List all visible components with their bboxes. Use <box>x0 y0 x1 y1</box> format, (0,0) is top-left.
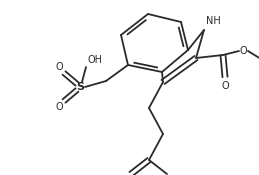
Text: NH: NH <box>206 16 221 26</box>
Text: O: O <box>239 46 247 56</box>
Text: S: S <box>76 82 84 92</box>
Text: OH: OH <box>87 55 102 65</box>
Text: O: O <box>55 62 63 72</box>
Text: O: O <box>55 102 63 112</box>
Text: O: O <box>221 81 229 91</box>
